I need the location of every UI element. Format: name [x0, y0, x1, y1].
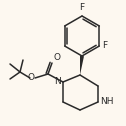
Text: F: F — [102, 41, 107, 51]
Polygon shape — [80, 56, 84, 75]
Text: N: N — [54, 77, 61, 87]
Text: NH: NH — [100, 98, 114, 106]
Text: O: O — [54, 53, 61, 62]
Text: F: F — [79, 3, 85, 12]
Text: O: O — [27, 73, 34, 83]
